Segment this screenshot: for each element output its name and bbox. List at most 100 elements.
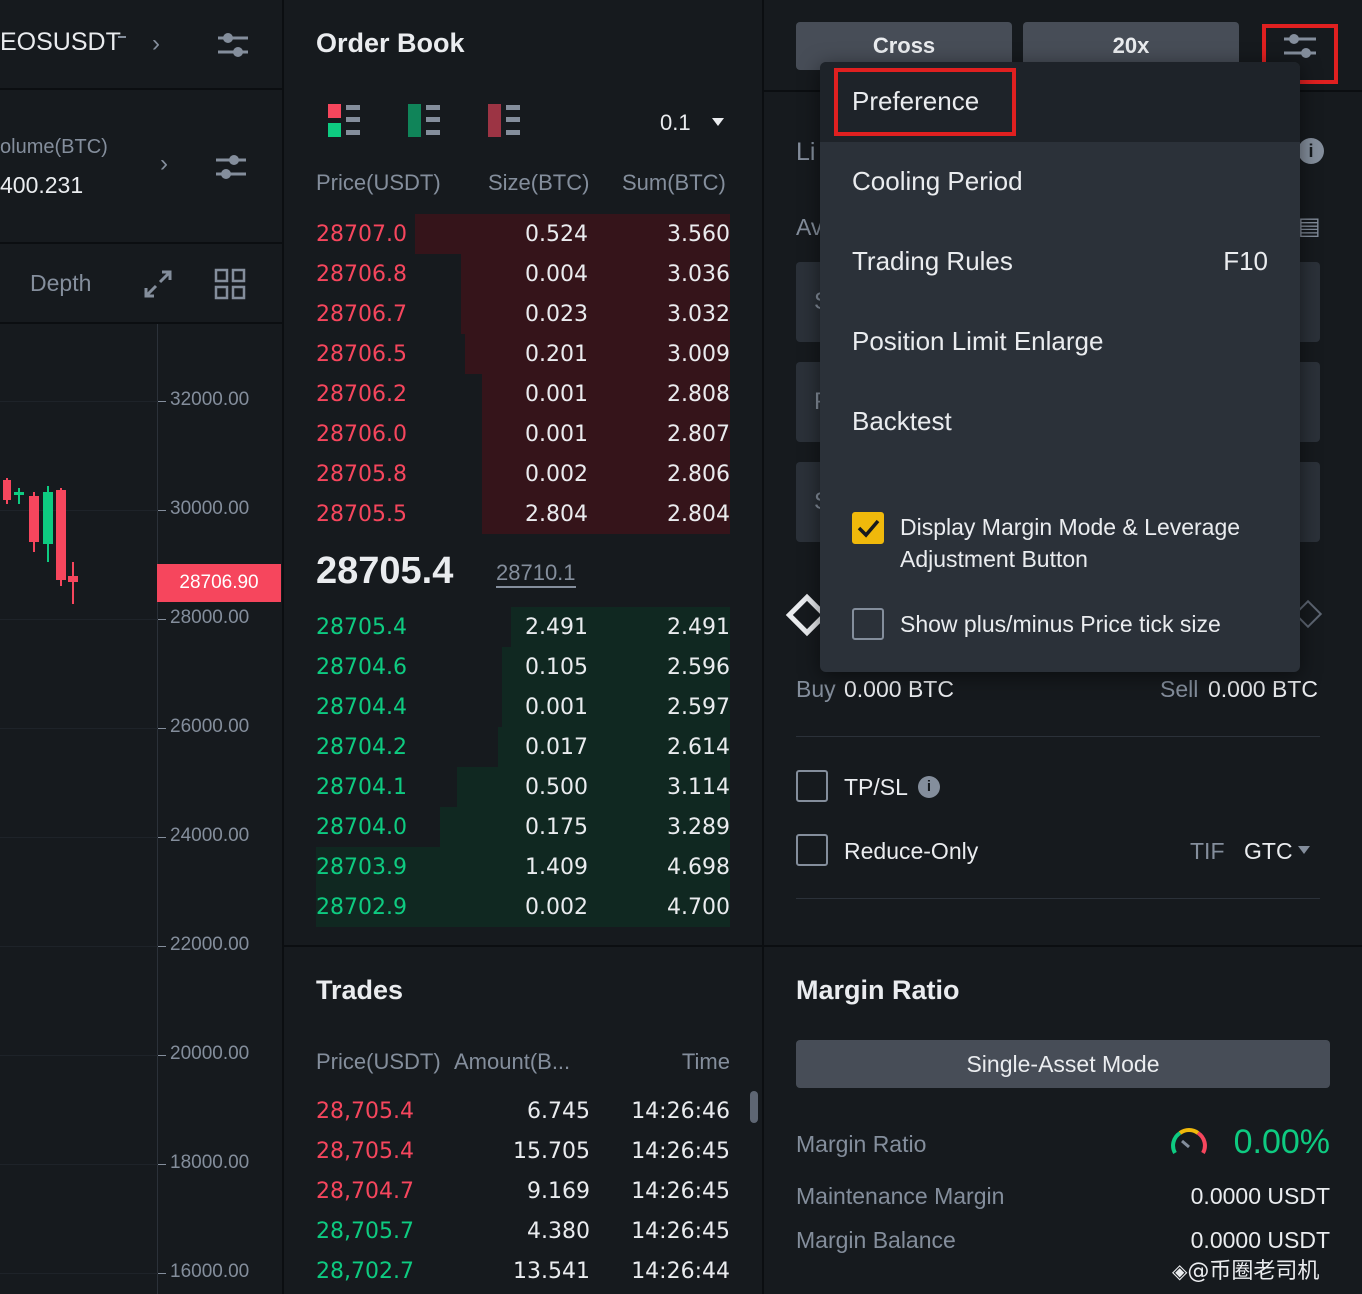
show-tick-size-checkbox[interactable] [852, 608, 884, 640]
scrollbar[interactable] [750, 1091, 758, 1123]
depth-bar [440, 807, 730, 847]
sell-value: 0.000 BTC [1208, 676, 1318, 702]
order-book-title: Order Book [316, 28, 465, 58]
trade-amount: 4.380 [527, 1219, 590, 1244]
price-axis-label: 16000.00 [170, 1261, 250, 1282]
book-bids-icon[interactable] [408, 104, 442, 138]
sum: 4.698 [667, 855, 730, 880]
display-margin-mode-checkbox[interactable] [852, 512, 884, 544]
bid-row[interactable]: 28704.4 0.001 2.597 [316, 687, 730, 727]
sum: 2.597 [667, 695, 730, 720]
axis-tick [158, 946, 166, 947]
trade-price: 28,704.7 [316, 1179, 414, 1204]
ask-row[interactable]: 28706.2 0.001 2.808 [316, 374, 730, 414]
margin-ratio-title: Margin Ratio [796, 975, 960, 1005]
symbol-name[interactable]: EOSUSDT [0, 28, 121, 56]
last-price: 28705.4 [316, 550, 454, 592]
preferences-sliders-icon[interactable] [1282, 30, 1318, 62]
ask-row[interactable]: 28706.8 0.004 3.036 [316, 254, 730, 294]
bid-row[interactable]: 28703.9 1.409 4.698 [316, 847, 730, 887]
grid-layout-icon[interactable] [214, 268, 246, 300]
caret-down-icon[interactable] [1298, 846, 1310, 854]
depth-bar [502, 687, 730, 727]
sum: 2.614 [667, 735, 730, 760]
mark-price[interactable]: 28710.1 [496, 560, 576, 588]
grid-line [0, 1273, 158, 1274]
info-icon[interactable]: i [1298, 138, 1324, 164]
settings-sliders-icon[interactable] [214, 152, 248, 182]
chevron-right-icon[interactable]: › [160, 150, 168, 177]
candle-wick [60, 488, 62, 586]
trade-price: 28,702.7 [316, 1259, 414, 1284]
menu-item-preference[interactable]: Preference [852, 86, 980, 116]
depth-bar [510, 607, 730, 647]
margin-ratio-label: Margin Ratio [796, 1131, 927, 1157]
tab-depth[interactable]: Depth [30, 270, 92, 296]
depth-bar [481, 454, 730, 494]
reduce-only-checkbox[interactable] [796, 834, 828, 866]
size: 0.004 [525, 262, 588, 287]
menu-item-backtest[interactable]: Backtest [852, 406, 952, 436]
depth-bar [481, 494, 730, 534]
size: 0.001 [525, 695, 588, 720]
highlight-box [834, 68, 1016, 136]
axis-tick [158, 837, 166, 838]
precision-select[interactable]: 0.1 [660, 110, 691, 135]
margin-ratio-value: 0.00% [1233, 1123, 1330, 1161]
price: 28706.2 [316, 382, 407, 407]
depth-bar [481, 374, 730, 414]
tif-select[interactable]: GTC [1244, 838, 1293, 864]
bid-row[interactable]: 28702.9 0.002 4.700 [316, 887, 730, 927]
tpsl-checkbox[interactable] [796, 770, 828, 802]
bid-row[interactable]: 28705.4 2.491 2.491 [316, 607, 730, 647]
size: 2.804 [525, 502, 588, 527]
trade-amount: 9.169 [527, 1179, 590, 1204]
depth-bar [316, 887, 730, 927]
depth-bar [502, 647, 730, 687]
book-both-icon[interactable] [328, 104, 362, 138]
bid-row[interactable]: 28704.6 0.105 2.596 [316, 647, 730, 687]
limit-tab-partial[interactable]: Li [796, 138, 816, 166]
chevron-right-icon[interactable]: › [152, 30, 160, 57]
menu-item-position-limit[interactable]: Position Limit Enlarge [852, 326, 1104, 356]
menu-item-trading-rules[interactable]: Trading Rules [852, 246, 1013, 276]
size: 0.105 [525, 655, 588, 680]
ask-row[interactable]: 28706.7 0.023 3.032 [316, 294, 730, 334]
info-icon[interactable]: i [918, 776, 940, 798]
gauge-icon [1171, 1128, 1207, 1154]
price: 28705.8 [316, 462, 407, 487]
header-price: Price(USDT) [316, 170, 441, 195]
calculator-icon[interactable]: ▤ [1298, 213, 1321, 240]
ask-row[interactable]: 28705.8 0.002 2.806 [316, 454, 730, 494]
price: 28706.0 [316, 422, 407, 447]
size: 0.500 [525, 775, 588, 800]
depth-bar [465, 334, 730, 374]
book-asks-icon[interactable] [488, 104, 522, 138]
ask-row[interactable]: 28705.5 2.804 2.804 [316, 494, 730, 534]
shortcut-f10: F10 [1223, 246, 1268, 276]
trade-amount: 15.705 [513, 1139, 590, 1164]
axis-tick [158, 1164, 166, 1165]
settings-sliders-icon[interactable] [216, 30, 250, 60]
axis-tick [158, 401, 166, 402]
trade-row: 28,705.4 15.705 14:26:45 [316, 1133, 730, 1173]
trade-amount: 13.541 [513, 1259, 590, 1284]
trades-panel: Trades Price(USDT) Amount(B... Time 28,7… [284, 947, 762, 1294]
ask-row[interactable]: 28706.5 0.201 3.009 [316, 334, 730, 374]
available-label-partial: Av [796, 214, 823, 240]
size: 2.491 [525, 615, 588, 640]
bid-row[interactable]: 28704.1 0.500 3.114 [316, 767, 730, 807]
single-asset-mode-button[interactable]: Single-Asset Mode [796, 1040, 1330, 1088]
caret-down-icon[interactable] [712, 118, 724, 126]
price-axis-label: 22000.00 [170, 934, 250, 955]
bid-row[interactable]: 28704.0 0.175 3.289 [316, 807, 730, 847]
menu-item-cooling-period[interactable]: Cooling Period [852, 166, 1023, 196]
ask-row[interactable]: 28706.0 0.001 2.807 [316, 414, 730, 454]
ask-row[interactable]: 28707.0 0.524 3.560 [316, 214, 730, 254]
bid-row[interactable]: 28704.2 0.017 2.614 [316, 727, 730, 767]
candle-wick [33, 492, 35, 552]
expand-icon[interactable] [142, 268, 174, 300]
depth-bar [460, 294, 730, 334]
preferences-menu: Preference Cooling Period Trading Rules … [820, 62, 1300, 672]
sum: 2.596 [667, 655, 730, 680]
